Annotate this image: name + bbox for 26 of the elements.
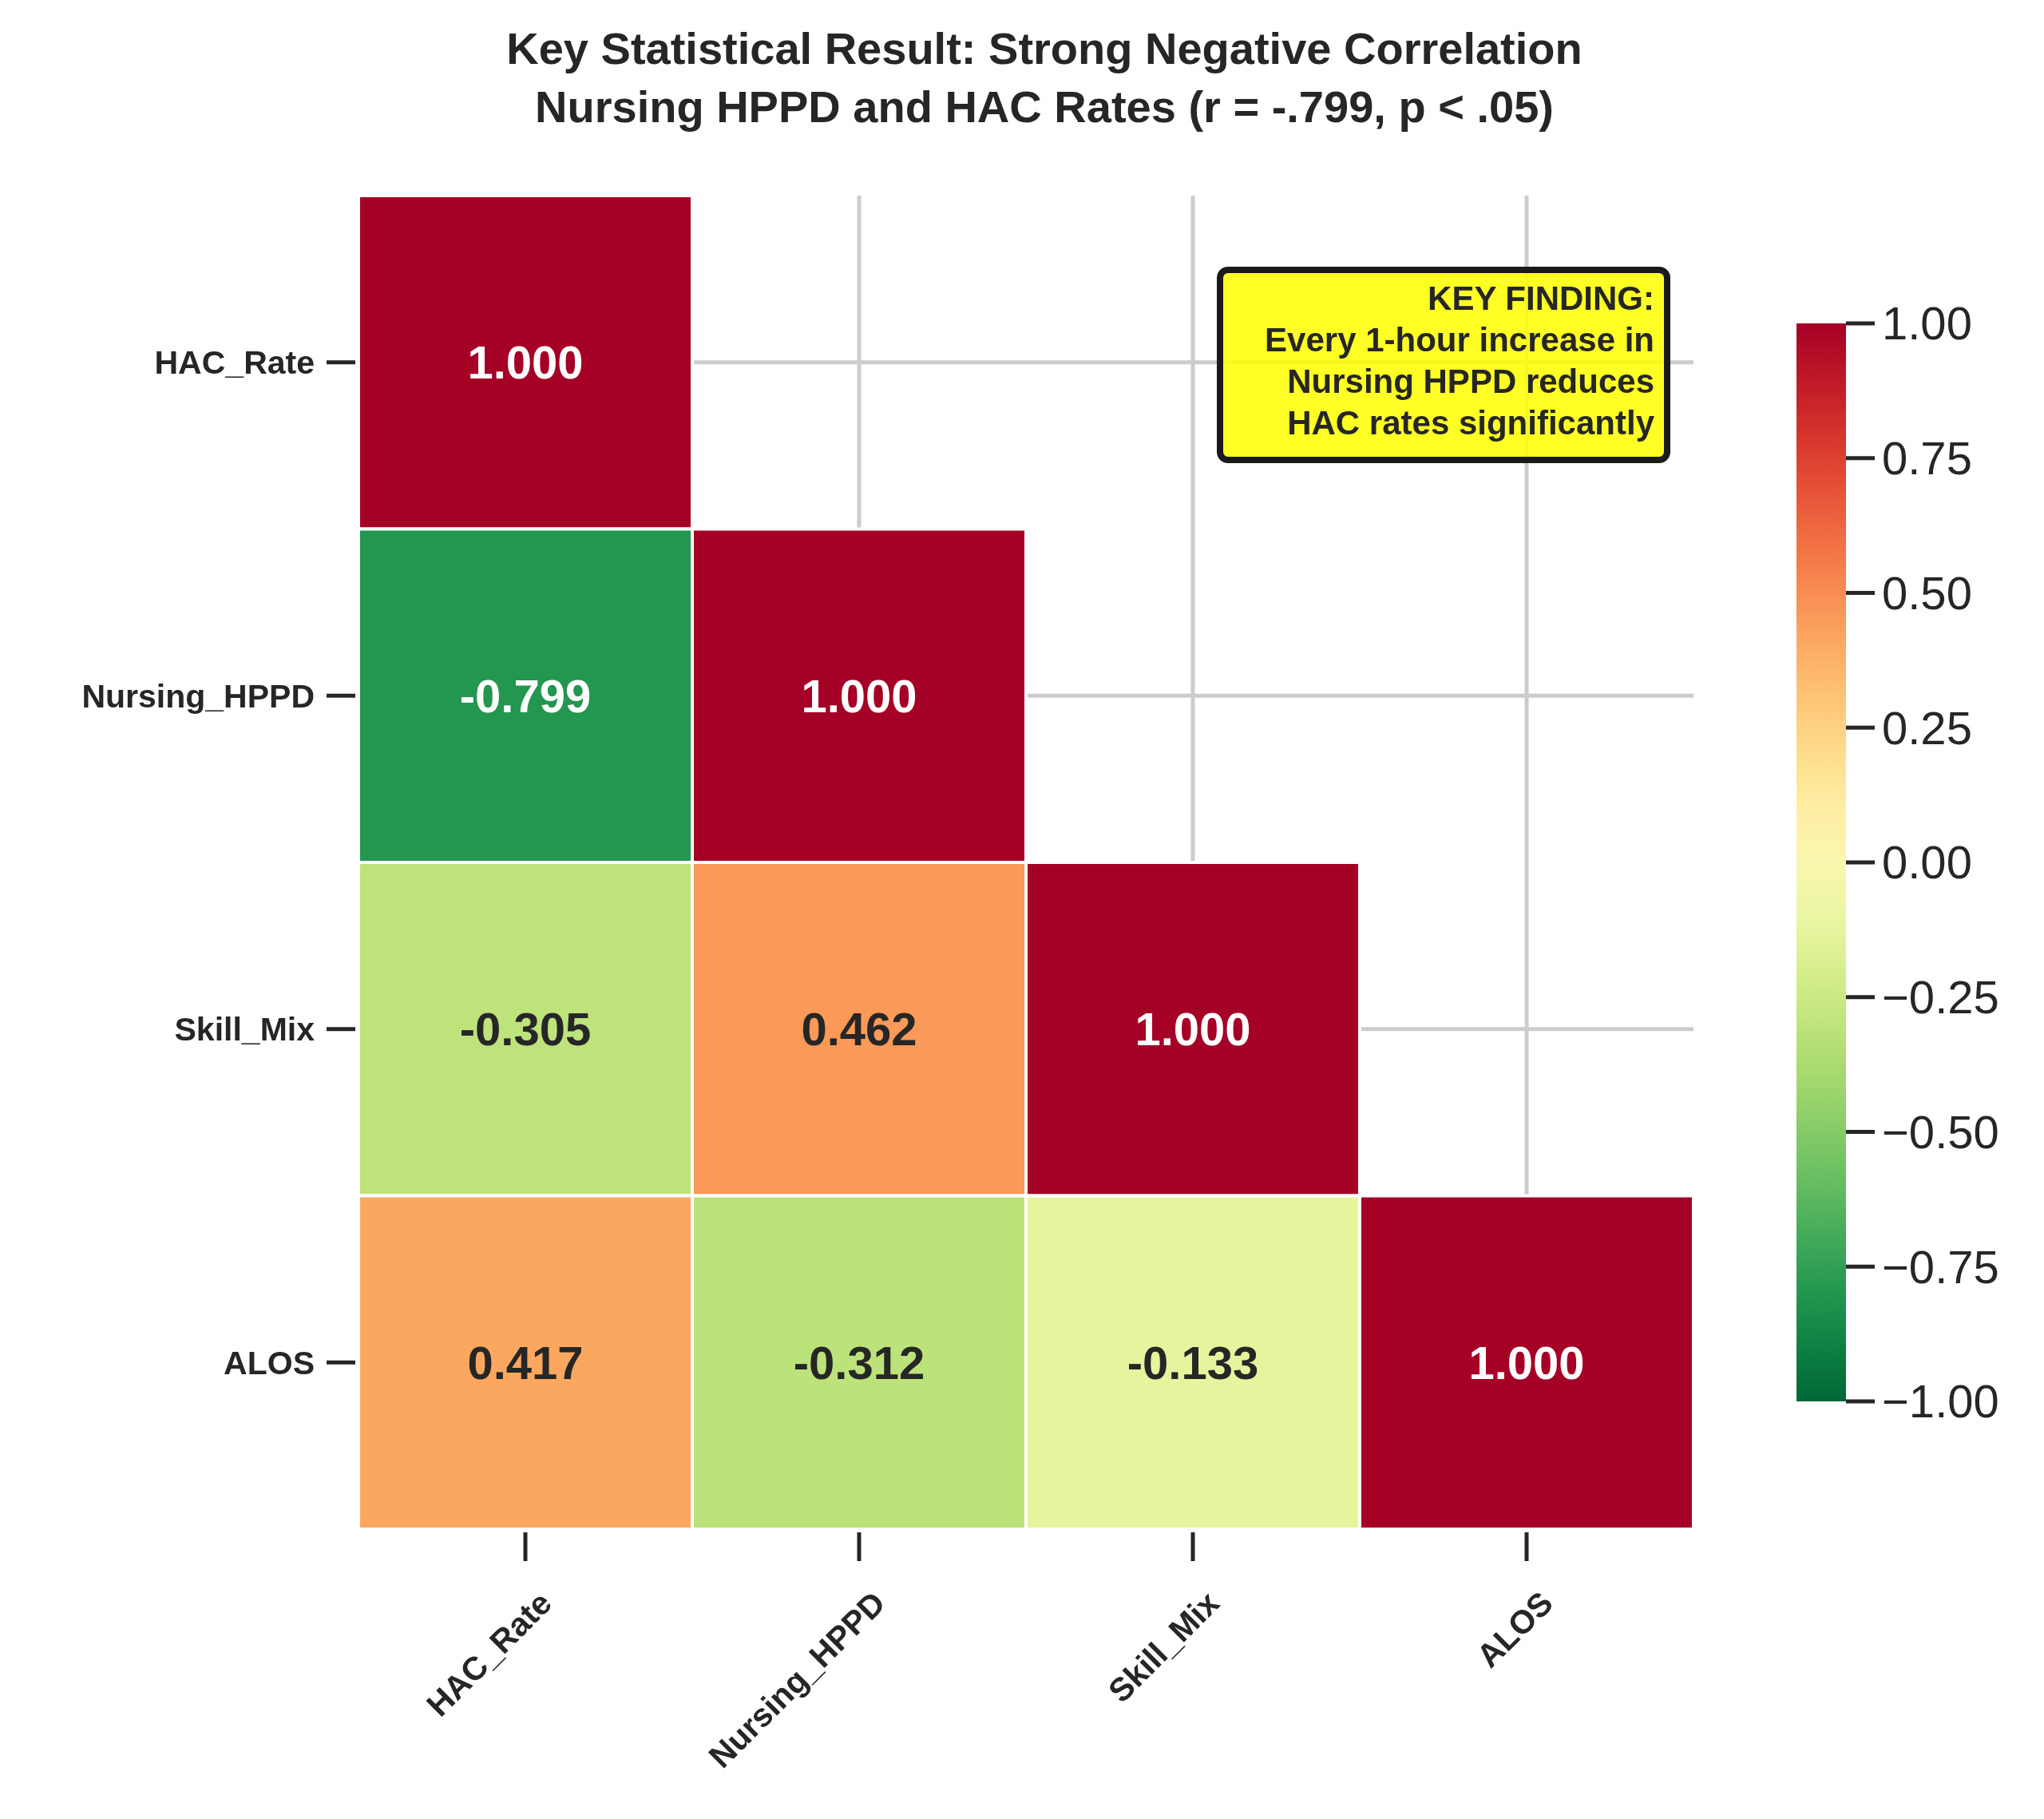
color-bar-label: 1.00 [1882, 297, 1972, 350]
chart-title: Key Statistical Result: Strong Negative Correlation [506, 23, 1583, 73]
data-label: -0.312 [793, 1336, 925, 1389]
color-bar-label: 0.75 [1882, 432, 1972, 485]
data-label: 1.000 [467, 336, 584, 389]
color-bar-label: 0.50 [1882, 566, 1972, 619]
chart-subtitle: Nursing HPPD and HAC Rates (r = -.799, p < .05) [535, 81, 1554, 132]
color-bar-label: 0.25 [1882, 701, 1972, 754]
color-bar-label: −0.50 [1882, 1105, 1999, 1158]
data-label: 0.462 [801, 1003, 917, 1056]
y-tick-label: Nursing_HPPD [81, 677, 315, 715]
y-tick-label: HAC_Rate [154, 344, 315, 382]
y-tick-label: ALOS [224, 1344, 315, 1381]
color-bar-label: −0.75 [1882, 1240, 1999, 1293]
color-bar-label: 0.00 [1882, 836, 1972, 889]
data-label: 0.417 [467, 1336, 584, 1389]
data-label: -0.305 [459, 1003, 592, 1056]
color-bar-label: −1.00 [1882, 1375, 1999, 1428]
data-label: 1.000 [1135, 1003, 1251, 1056]
data-label: 1.000 [1468, 1336, 1585, 1389]
data-label: 1.000 [801, 669, 917, 722]
color-bar-label: −0.25 [1882, 971, 1999, 1024]
annotation: KEY FINDING: Every 1-hour increase in Nursing HPPD reduces HAC rates significantly [1265, 279, 1655, 442]
data-label: -0.799 [459, 669, 592, 722]
data-label: -0.133 [1127, 1336, 1259, 1389]
y-tick-label: Skill_Mix [174, 1011, 315, 1048]
